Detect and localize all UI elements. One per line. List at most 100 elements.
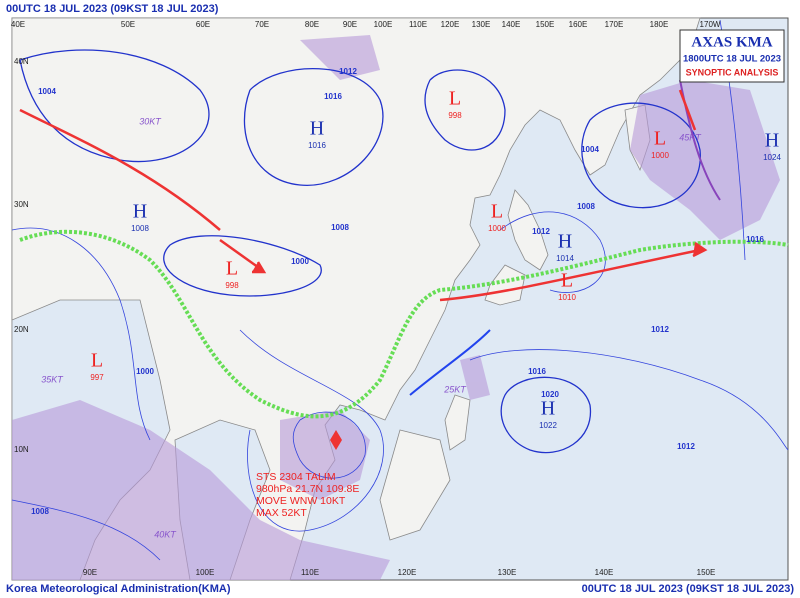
typhoon-area (280, 410, 370, 500)
shaded-areas (12, 35, 780, 580)
center-symbol: L (491, 201, 503, 223)
isobar (243, 67, 384, 186)
isobar-label: 1012 (677, 442, 695, 451)
longitude-label: 150E (536, 20, 555, 29)
center-pressure: 1016 (308, 141, 326, 150)
longitude-label: 160E (569, 20, 588, 29)
longitude-label: 40E (11, 20, 25, 29)
longitude-label: 180E (650, 20, 669, 29)
isobar-label: 1016 (528, 367, 546, 376)
longitude-label: 50E (121, 20, 135, 29)
longitude-label: 100E (196, 568, 215, 577)
center-pressure: 1022 (539, 421, 557, 430)
longitude-label: 110E (409, 20, 427, 29)
analysis-time: 1800UTC 18 JUL 2023 (683, 54, 781, 65)
isobar-label: 1008 (31, 507, 49, 516)
typhoon-info: MAX 52KT (256, 507, 307, 519)
center-symbol: H (765, 130, 779, 152)
trough-arrow (19, 108, 221, 231)
wind-speed-label: 25KT (443, 384, 467, 394)
agency-title: AXAS KMA (691, 34, 772, 50)
longitude-label: 130E (472, 20, 491, 29)
longitude-label: 100E (374, 20, 393, 29)
borneo (379, 429, 451, 541)
isobar-label: 1000 (136, 367, 154, 376)
longitude-label: 140E (502, 20, 521, 29)
longitude-label: 120E (398, 568, 417, 577)
rain-area-north (300, 35, 380, 80)
center-symbol: L (226, 258, 238, 280)
longitude-label: 120E (441, 20, 460, 29)
isobar (292, 411, 366, 479)
center-pressure: 1008 (131, 224, 149, 233)
isobar-label: 1012 (651, 325, 669, 334)
wind-speed-label: 45KT (679, 132, 702, 142)
isobar-label: 1008 (577, 202, 595, 211)
isobar-label: 1020 (541, 390, 559, 399)
title-frame (679, 29, 785, 83)
center-symbol: H (133, 201, 147, 223)
longitude-label: 130E (498, 568, 517, 577)
arrow-head (252, 261, 267, 274)
center-symbol: L (449, 88, 461, 110)
footer-agency: Korea Meteorological Administration(KMA) (6, 583, 231, 595)
typhoon-symbol (330, 430, 342, 450)
title-box: AXAS KMA 1800UTC 18 JUL 2023 SYNOPTIC AN… (679, 29, 785, 83)
longitude-label: 110E (301, 568, 319, 577)
center-pressure: 998 (448, 111, 462, 120)
latitude-label: 40N (14, 57, 29, 66)
longitude-label: 70E (255, 20, 269, 29)
longitude-label: 170W (700, 20, 721, 29)
longitude-label: 150E (697, 568, 716, 577)
isobar (11, 499, 161, 561)
isobar (11, 227, 151, 441)
header-time: 00UTC 18 JUL 2023 (09KST 18 JUL 2023) (6, 3, 219, 15)
isobar (500, 376, 592, 454)
center-pressure: 1000 (651, 151, 669, 160)
rain-area-taiwan (460, 355, 490, 400)
latitude-label: 20N (14, 325, 29, 334)
center-pressure: 997 (90, 373, 104, 382)
center-symbol: L (561, 270, 573, 292)
rain-area-northeast (630, 80, 780, 240)
center-pressure: 1010 (558, 293, 576, 302)
product-name: SYNOPTIC ANALYSIS (686, 67, 779, 77)
stationary-front (19, 229, 789, 419)
longitude-label: 80E (305, 20, 319, 29)
typhoon-info: STS 2304 TALIM (256, 471, 336, 483)
arrow (219, 238, 263, 272)
isobar (424, 69, 506, 151)
typhoon-info: 980hPa 21.7N 109.8E (256, 483, 359, 495)
center-symbol: H (310, 118, 324, 140)
wind-speed-label: 30KT (139, 116, 162, 126)
isobars (11, 19, 789, 561)
center-pressure: 998 (225, 281, 239, 290)
center-pressure: 1014 (556, 254, 574, 263)
longitude-label: 170E (605, 20, 624, 29)
isobar-label: 1004 (581, 145, 599, 154)
typhoon-info: MOVE WNW 10KT (256, 495, 346, 507)
isobar-label: 1012 (532, 227, 550, 236)
longitude-label: 140E (595, 568, 614, 577)
isobar-label: 1008 (331, 223, 349, 232)
latitude-label: 10N (14, 445, 29, 454)
arrow (439, 248, 701, 302)
center-symbol: H (541, 398, 555, 420)
longitude-label: 90E (83, 568, 97, 577)
isobar-label: 1016 (746, 235, 764, 244)
isobar (239, 329, 384, 532)
isobar-label: 1004 (38, 87, 56, 96)
isobar (581, 102, 701, 209)
philippines (444, 394, 471, 451)
footer-time: 00UTC 18 JUL 2023 (09KST 18 JUL 2023) (582, 583, 795, 595)
center-pressure: 1024 (763, 153, 781, 162)
wind-speed-label: 40KT (154, 529, 177, 539)
center-pressure: 1000 (488, 224, 506, 233)
isobar (499, 211, 606, 293)
isobar (469, 349, 789, 451)
isobar-label: 1012 (339, 67, 357, 76)
cold-front (409, 329, 491, 396)
rain-area-south (12, 400, 390, 580)
isobar (19, 49, 210, 163)
